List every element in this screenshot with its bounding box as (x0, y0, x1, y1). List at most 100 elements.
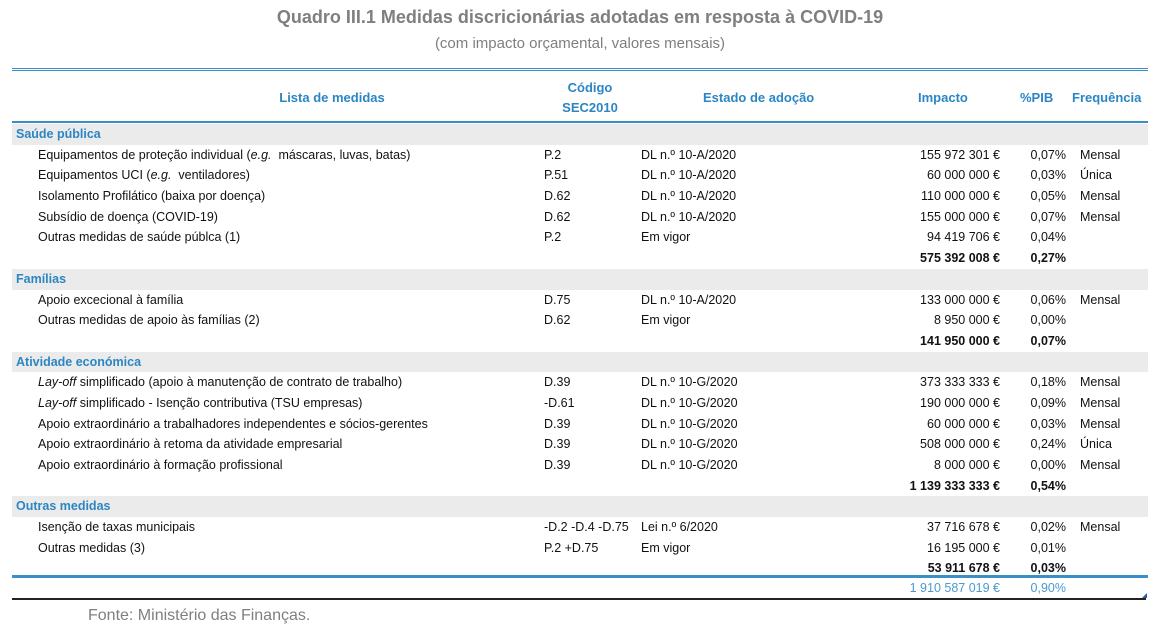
impact-value: 8 950 000 € (933, 313, 1000, 328)
gdp-share: 0,02% (1030, 520, 1066, 535)
sec2010-code: D.62 (544, 189, 571, 204)
adoption-status: DL n.º 10-A/2020 (641, 209, 737, 224)
impact-value: 94 419 706 € (927, 230, 1000, 245)
grand-total-pib: 0,90% (1030, 581, 1066, 595)
measure-name-text: Isolamento Profilático (baixa por doença… (38, 189, 266, 204)
table-body: Saúde pública Equipamentos de proteção in… (12, 124, 1148, 579)
gdp-share: 0,24% (1030, 437, 1066, 452)
impact-value: 373 333 333 € (920, 375, 1000, 390)
measure-name-text: Outras medidas de saúde públca (1) (38, 230, 241, 245)
end-rule (12, 598, 1146, 600)
measure-name: Outras medidas (3) (38, 538, 145, 559)
measure-name-italic: e.g. (250, 147, 272, 162)
gdp-share: 0,00% (1030, 313, 1066, 328)
table-row: Apoio excecional à família D.75 DL n.º 10-… (12, 290, 1148, 311)
adoption-status: DL n.º 10-A/2020 (641, 292, 737, 307)
impact-value: 110 000 000 € (920, 189, 1000, 204)
impact-value: 16 195 000 € (927, 540, 1000, 555)
measure-name: Apoio extraordinário à formação profissi… (38, 455, 283, 476)
section-total-pib: 0,54% (1030, 478, 1066, 493)
adoption-status: Lei n.º 6/2020 (641, 520, 718, 535)
sec2010-code: -D.61 (544, 395, 575, 410)
table-row: Outras medidas de saúde públca (1) P.2 Em … (12, 227, 1148, 248)
measure-name-text: Subsídio de doença (COVID-19) (38, 209, 218, 224)
gdp-share: 0,04% (1030, 230, 1066, 245)
top-rule (12, 68, 1148, 71)
grand-total-row: 1 910 587 019 € 0,90% (12, 578, 1148, 598)
measure-name-italic: Lay-off (38, 375, 77, 390)
section-total-row: 575 392 008 € 0,27% (12, 248, 1148, 269)
frequency: Mensal (1080, 189, 1121, 204)
adoption-status: DL n.º 10-A/2020 (641, 147, 737, 162)
measure-name-text: Apoio excecional à família (38, 292, 184, 307)
adoption-status: DL n.º 10-G/2020 (641, 416, 738, 431)
sec2010-code: P.2 (544, 147, 562, 162)
frequency: Mensal (1080, 520, 1121, 535)
gdp-share: 0,07% (1030, 147, 1066, 162)
measure-name-rest: simplificado (apoio à manutenção de cont… (76, 375, 403, 390)
table-row: Apoio extraordinário a trabalhadores ind… (12, 414, 1148, 435)
frequency: Mensal (1080, 375, 1121, 390)
gdp-share: 0,07% (1030, 209, 1066, 224)
frequency: Mensal (1080, 209, 1121, 224)
table-title: Quadro III.1 Medidas discricionárias ado… (276, 7, 884, 27)
section-title: Atividade económica (16, 354, 142, 369)
adoption-status: DL n.º 10-G/2020 (641, 375, 738, 390)
table-row: Apoio extraordinário à formação profissi… (12, 455, 1148, 476)
measure-name: Apoio extraordinário à retoma da ativida… (38, 434, 342, 455)
adoption-status: DL n.º 10-G/2020 (641, 395, 738, 410)
section-total-row: 1 139 333 333 € 0,54% (12, 476, 1148, 497)
header-rule (12, 121, 1148, 123)
header-codigo-line1: Código (567, 80, 613, 95)
frequency: Mensal (1080, 458, 1121, 472)
section-header: Outras medidas (12, 496, 1148, 518)
table-row: Equipamentos de proteção individual (e.g… (12, 145, 1148, 166)
section-header: Famílias (12, 268, 1148, 290)
section-total-pib: 0,07% (1030, 333, 1066, 348)
header-lista: Lista de medidas (12, 76, 652, 120)
gdp-share: 0,06% (1030, 292, 1066, 307)
gdp-share: 0,03% (1030, 416, 1066, 431)
sec2010-code: P.2 (544, 230, 562, 245)
section-total-pib: 0,27% (1030, 251, 1066, 266)
sec2010-code: D.39 (544, 458, 571, 472)
measure-name: Isolamento Profilático (baixa por doença… (38, 186, 265, 207)
measure-name-text: Outras medidas (3) (38, 540, 145, 555)
header-codigo: Código SEC2010 (545, 76, 635, 120)
impact-value: 508 000 000 € (920, 437, 1000, 452)
sec2010-code: D.62 (544, 313, 571, 328)
adoption-status: Em vigor (641, 313, 691, 328)
section-header: Atividade económica (12, 351, 1148, 373)
header-frequencia: Frequência (1072, 90, 1142, 105)
section-total-impacto: 1 139 333 333 € (909, 478, 1000, 493)
measure-name-text: Equipamentos de proteção individual ( (38, 147, 251, 162)
measure-name: Equipamentos de proteção individual (e.g… (38, 145, 410, 166)
measure-name-text: Apoio extraordinário a trabalhadores ind… (38, 416, 428, 431)
header-codigo-line2: SEC2010 (562, 100, 618, 115)
header-estado: Estado de adoção (703, 90, 815, 105)
measure-name: Lay-off simplificado - Isenção contribut… (38, 393, 362, 414)
section-total-impacto: 53 911 678 € (927, 561, 1000, 576)
section-total-pib: 0,03% (1030, 561, 1066, 576)
adoption-status: Em vigor (641, 230, 691, 245)
measure-name-text: Apoio extraordinário à retoma da ativida… (38, 437, 343, 452)
adoption-status: DL n.º 10-G/2020 (641, 437, 738, 452)
gdp-share: 0,18% (1030, 375, 1066, 390)
table-row: Lay-off simplificado - Isenção contribut… (12, 393, 1148, 414)
sec2010-code: P.2 +D.75 (544, 540, 599, 555)
gdp-share: 0,03% (1030, 168, 1066, 183)
measure-name: Outras medidas de saúde públca (1) (38, 227, 240, 248)
table-row: Apoio extraordinário à retoma da ativida… (12, 434, 1148, 455)
measure-name: Subsídio de doença (COVID-19) (38, 207, 218, 228)
gdp-share: 0,05% (1030, 189, 1066, 204)
impact-value: 155 972 301 € (920, 147, 1000, 162)
impact-value: 37 716 678 € (927, 520, 1000, 535)
bottom-rule (12, 575, 1148, 578)
measure-name: Outras medidas de apoio às famílias (2) (38, 310, 260, 331)
table-subtitle: (com impacto orçamental, valores mensais… (434, 35, 726, 52)
section-title: Famílias (16, 271, 67, 286)
impact-value: 133 000 000 € (920, 292, 1000, 307)
source-note: Fonte: Ministério das Finanças. (88, 607, 311, 624)
section-total-impacto: 141 950 000 € (920, 333, 1000, 348)
frequency: Mensal (1080, 292, 1121, 307)
